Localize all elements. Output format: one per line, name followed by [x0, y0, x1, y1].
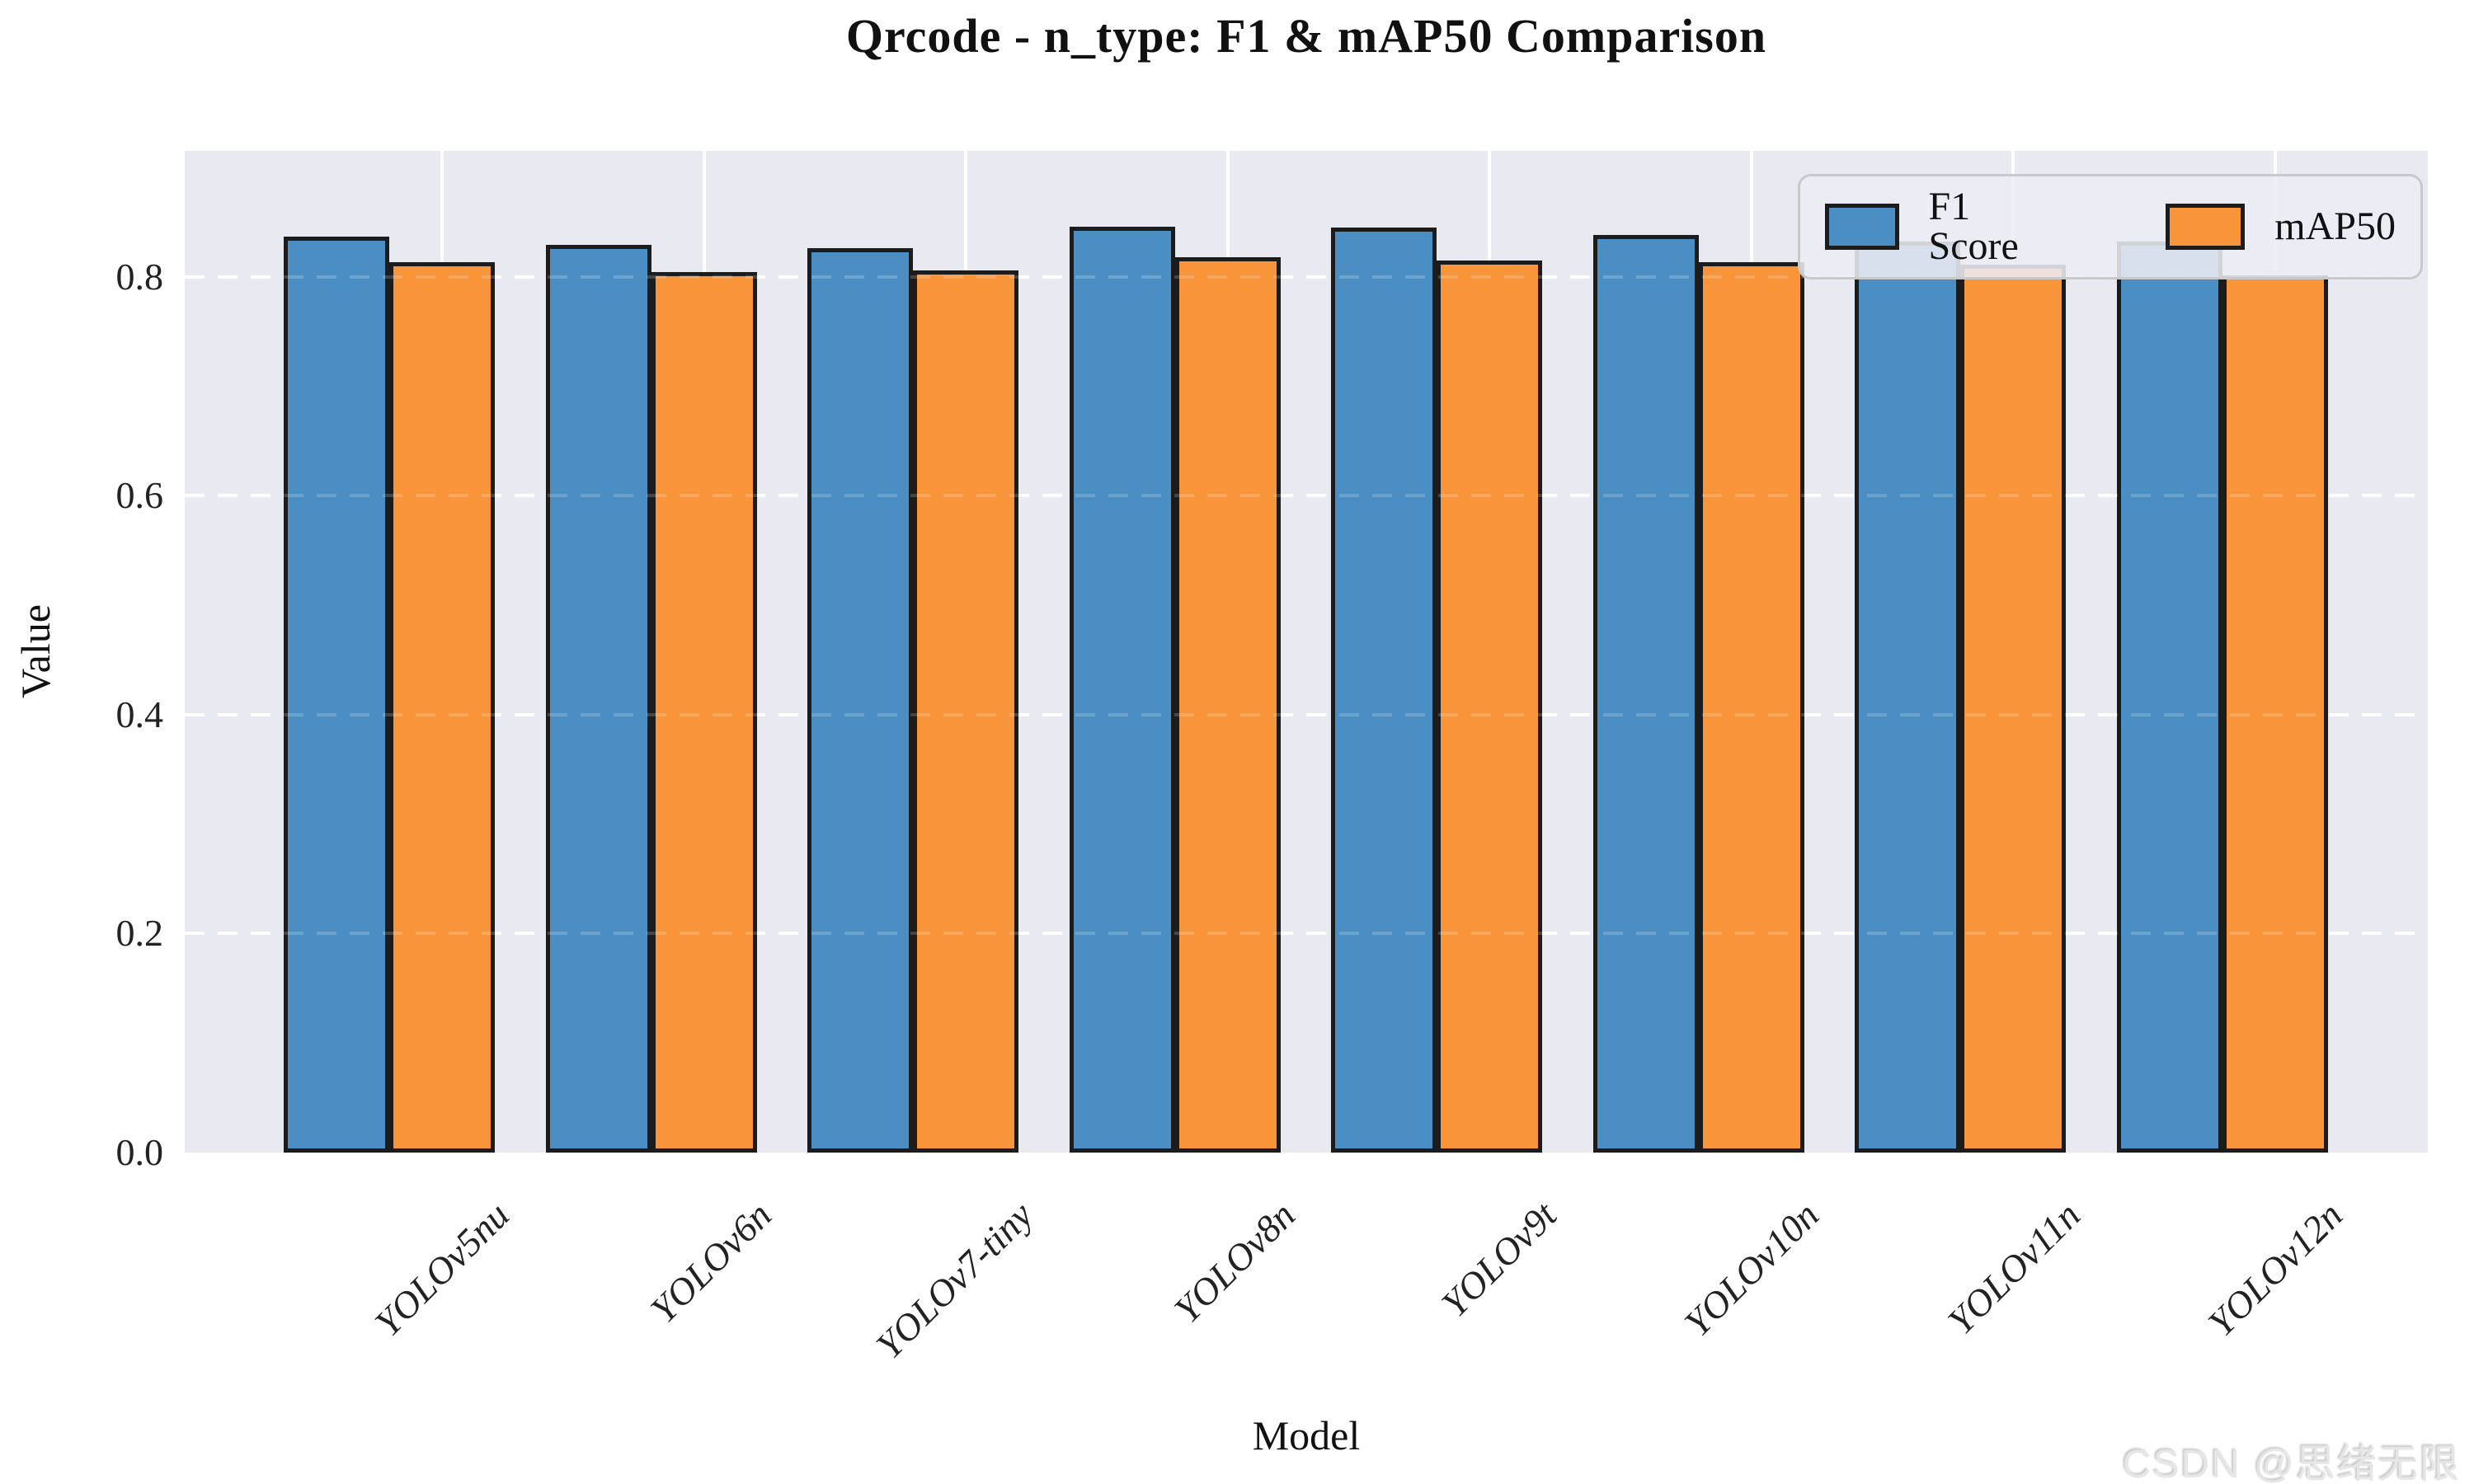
y-axis-label: Value — [12, 604, 59, 698]
legend-swatch-f1 — [1825, 204, 1899, 250]
legend: F1 Score mAP50 — [1798, 174, 2423, 279]
bar-f1-YOLOv11n — [1855, 242, 1961, 1153]
bar-map50-YOLOv9t — [1437, 261, 1543, 1153]
bar-f1-YOLOv7-tiny — [807, 248, 914, 1153]
chart-title: Qrcode - n_type: F1 & mAP50 Comparison — [845, 9, 1767, 63]
bar-f1-YOLOv6n — [545, 245, 651, 1153]
plot-area — [185, 151, 2428, 1153]
legend-swatch-map50 — [2166, 204, 2246, 250]
gridline-overlay-y-0.6 — [185, 494, 2428, 498]
bar-f1-YOLOv12n — [2116, 242, 2222, 1153]
bar-f1-YOLOv10n — [1592, 235, 1699, 1153]
bar-map50-YOLOv6n — [651, 272, 757, 1153]
gridline-y-0.2 — [185, 932, 2428, 936]
y-tick-label-0.2: 0.2 — [115, 912, 164, 955]
legend-label-f1: F1 Score — [1928, 185, 2019, 268]
bar-f1-YOLOv9t — [1331, 228, 1437, 1153]
gridline-y-0.8 — [185, 275, 2428, 279]
bar-map50-YOLOv11n — [1960, 265, 2067, 1153]
legend-label-map50: mAP50 — [2274, 204, 2396, 248]
legend-item-map50: mAP50 — [2166, 204, 2396, 250]
gridline-overlay-y-0.8 — [185, 275, 2428, 279]
bar-f1-YOLOv8n — [1069, 227, 1175, 1153]
gridline-y-0.6 — [185, 494, 2428, 498]
y-tick-label-0.8: 0.8 — [115, 255, 164, 298]
bar-map50-YOLOv7-tiny — [913, 270, 1019, 1153]
y-tick-label-0.4: 0.4 — [115, 693, 164, 735]
x-axis-label: Model — [1252, 1412, 1361, 1458]
legend-item-f1: F1 Score — [1825, 187, 2060, 266]
y-tick-label-0.6: 0.6 — [115, 474, 164, 517]
gridline-y-0.4 — [185, 712, 2428, 716]
gridline-overlay-y-0.4 — [185, 712, 2428, 716]
bar-map50-YOLOv12n — [2222, 275, 2328, 1153]
gridline-overlay-y-0.2 — [185, 932, 2428, 936]
y-tick-label-0.0: 0.0 — [115, 1131, 164, 1173]
watermark: CSDN @思绪无限 — [2122, 1443, 2461, 1484]
bar-f1-YOLOv5nu — [284, 237, 389, 1153]
bar-map50-YOLOv10n — [1698, 262, 1804, 1153]
bar-map50-YOLOv8n — [1174, 257, 1281, 1153]
bar-map50-YOLOv5nu — [389, 262, 495, 1153]
